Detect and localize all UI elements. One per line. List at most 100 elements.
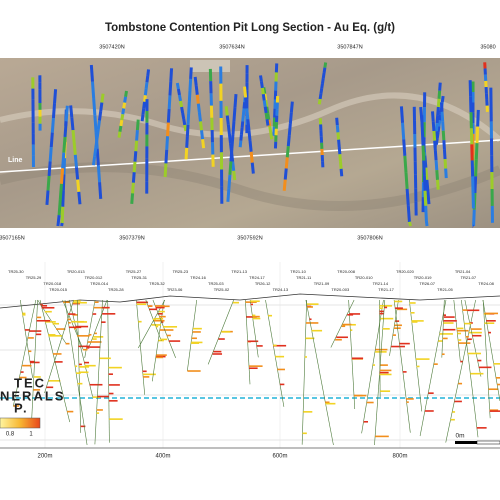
drillhole-trace	[330, 299, 355, 348]
assay-bar	[156, 354, 167, 356]
drillhole-segment	[444, 168, 448, 179]
assay-bar	[411, 320, 424, 322]
drillhole-segment	[227, 174, 232, 189]
drillhole-segment	[92, 98, 97, 116]
assay-bar	[477, 359, 482, 362]
hole-label: TR21-17	[378, 287, 394, 292]
hole-label: TR20-014	[90, 281, 109, 286]
assay-bar	[159, 329, 174, 331]
drillhole-segment	[134, 140, 139, 152]
assay-bar	[48, 380, 61, 382]
assay-bar	[273, 344, 277, 347]
drillhole-segment	[189, 67, 193, 80]
drillhole-segment	[289, 101, 294, 113]
drillhole-segment	[264, 112, 269, 120]
assay-bar	[384, 306, 388, 309]
assay-bar	[168, 340, 181, 342]
assay-bar	[159, 315, 166, 318]
drillhole-segment	[434, 160, 439, 171]
drillhole-segment	[167, 95, 172, 110]
drillhole-segment	[335, 117, 339, 126]
assay-bar	[457, 339, 462, 341]
assay-bar	[307, 306, 313, 308]
assay-bar	[97, 395, 109, 398]
coordinate-label: 3507806N	[357, 235, 382, 241]
drillhole-segment	[140, 114, 145, 122]
drillhole-trace	[249, 299, 259, 358]
assay-bar	[450, 418, 455, 421]
assay-bar	[108, 384, 120, 386]
assay-bar	[157, 312, 163, 315]
drillhole-trace	[305, 299, 334, 446]
assay-bar	[33, 389, 41, 391]
assay-bar	[136, 301, 149, 304]
assay-bar	[92, 396, 101, 398]
assay-bar	[335, 338, 342, 341]
assay-bar	[102, 306, 110, 309]
drillhole-segment	[436, 126, 441, 133]
drillhole-segment	[198, 121, 204, 131]
drillhole-segment	[431, 121, 436, 132]
drillhole-segment	[201, 139, 206, 149]
assay-bar	[472, 334, 482, 337]
drillhole-segment	[143, 95, 147, 102]
assay-bar	[353, 394, 363, 397]
drillhole-segment	[232, 170, 237, 181]
drillhole-trace	[379, 299, 381, 397]
hole-label: TR24-16	[190, 275, 206, 280]
assay-bar	[366, 401, 374, 404]
drillhole-segment	[424, 205, 428, 221]
drillhole-segment	[441, 121, 445, 131]
drillhole-segment	[422, 160, 426, 176]
drillhole-segment	[282, 179, 287, 191]
coordinate-label: 3507165N	[0, 235, 25, 241]
assay-bar	[68, 313, 76, 315]
assay-bar	[78, 366, 90, 368]
distance-label: 200m	[37, 454, 52, 460]
drillhole-segment	[322, 67, 327, 74]
assay-bar	[311, 329, 323, 332]
assay-bar	[454, 400, 462, 403]
drillhole-segment	[47, 161, 52, 177]
section-line	[0, 139, 500, 173]
drillhole-segment	[224, 106, 229, 116]
assay-bar	[35, 333, 42, 336]
drillhole-segment	[143, 88, 148, 96]
drillhole-segment	[89, 64, 95, 82]
hole-label: TR25-31	[131, 275, 147, 280]
drillhole-segment	[473, 176, 478, 194]
drillhole-segment	[94, 138, 99, 148]
assay-bar	[349, 313, 361, 315]
assay-bar	[249, 367, 258, 370]
legend-colorbar	[0, 417, 41, 429]
assay-bar	[84, 361, 90, 364]
drillhole-segment	[168, 81, 173, 96]
drillhole-segment	[321, 77, 325, 84]
drillhole-segment	[63, 121, 68, 138]
assay-bar	[20, 371, 24, 373]
assay-bar	[151, 324, 161, 326]
drillhole-segment	[74, 167, 80, 180]
drillhole-segment	[121, 108, 126, 115]
drillhole-segment	[440, 95, 445, 103]
assay-bar	[161, 305, 170, 308]
drillhole-segment	[405, 188, 410, 206]
drillhole-segment	[423, 190, 428, 206]
assay-bar	[485, 312, 499, 315]
drillhole-segment	[163, 163, 168, 178]
drillhole-segment	[442, 140, 446, 150]
drillhole-trace	[461, 299, 479, 438]
assay-bar	[248, 365, 263, 367]
distance-label: 800m	[392, 454, 407, 460]
assay-bar	[29, 360, 35, 363]
assay-bar	[443, 316, 455, 318]
hole-label: TR21-07	[461, 275, 477, 280]
hole-label: TR26-07	[419, 281, 435, 286]
assay-bar	[325, 402, 336, 405]
drillhole-trace	[441, 299, 445, 358]
drillhole-segment	[228, 161, 233, 175]
drillhole-segment	[422, 175, 427, 191]
assay-bar	[163, 326, 178, 328]
drillhole-trace	[136, 299, 146, 395]
assay-bar	[153, 319, 165, 322]
